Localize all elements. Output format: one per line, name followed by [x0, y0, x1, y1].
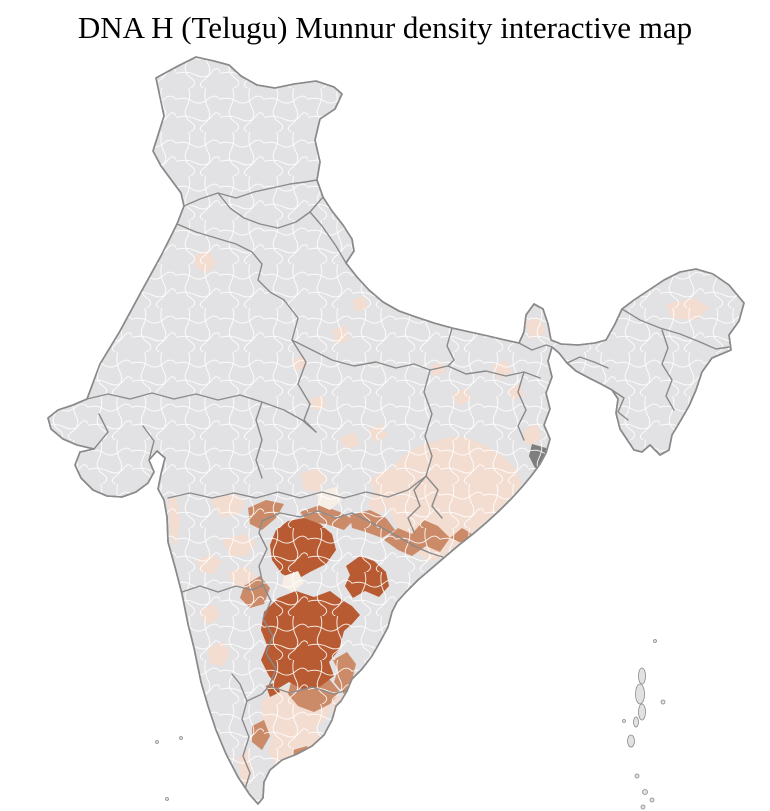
- lakshadweep-islands[interactable]: [155, 736, 183, 801]
- state-borders: [86, 179, 730, 790]
- page-title: DNA H (Telugu) Munnur density interactiv…: [77, 10, 693, 45]
- india-outline: [47, 56, 745, 805]
- andaman-nicobar-islands[interactable]: [622, 639, 666, 810]
